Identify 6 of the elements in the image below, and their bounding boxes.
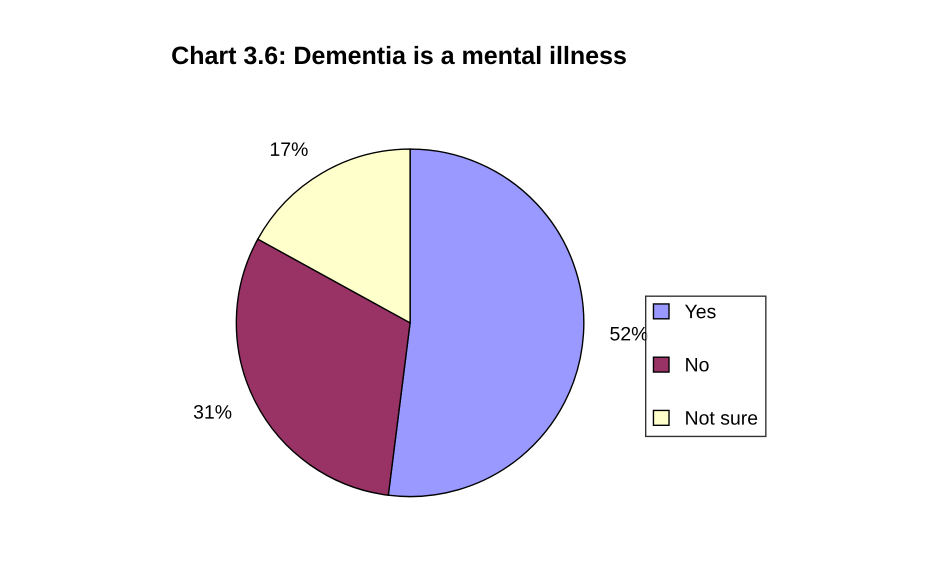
legend-label: No — [686, 358, 709, 372]
legend-label: Not sure — [686, 411, 758, 425]
data-label: 31% — [194, 405, 232, 419]
legend-label: Yes — [684, 304, 716, 318]
chart-title: Chart 3.6: Dementia is a mental illness — [172, 46, 626, 64]
data-label: 17% — [270, 142, 308, 156]
